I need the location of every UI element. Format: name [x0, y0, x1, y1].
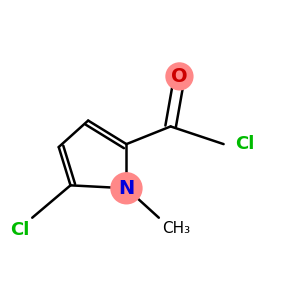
Circle shape: [110, 172, 142, 205]
Circle shape: [165, 62, 194, 91]
Text: O: O: [171, 67, 188, 86]
Text: N: N: [118, 179, 135, 198]
Text: CH₃: CH₃: [162, 221, 190, 236]
Text: Cl: Cl: [10, 221, 29, 239]
Text: Cl: Cl: [236, 135, 255, 153]
